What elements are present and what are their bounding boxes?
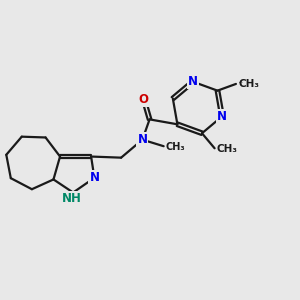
Text: N: N [217, 110, 227, 123]
Text: N: N [137, 133, 147, 146]
Text: N: N [89, 171, 99, 184]
Text: CH₃: CH₃ [238, 79, 259, 89]
Text: CH₃: CH₃ [217, 144, 238, 154]
Text: O: O [139, 93, 149, 106]
Text: methyl: methyl [238, 82, 243, 83]
Text: NH: NH [61, 192, 81, 205]
Text: CH₃: CH₃ [166, 142, 186, 152]
Text: N: N [188, 75, 198, 88]
